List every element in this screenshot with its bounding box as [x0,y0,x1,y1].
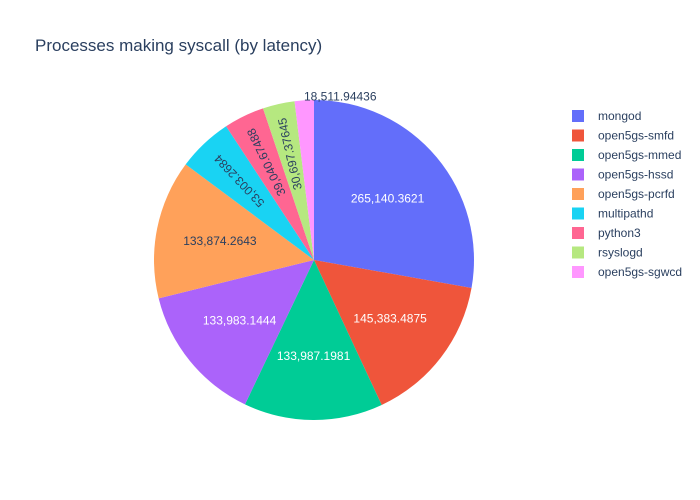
legend-label-open5gs-mmed[interactable]: open5gs-mmed [598,148,681,162]
slice-label-mongod: 265,140.3621 [351,191,425,205]
pie-slices [153,100,474,420]
legend-label-open5gs-sgwcd[interactable]: open5gs-sgwcd [598,265,682,279]
pie-slice-python3[interactable] [226,108,314,260]
slice-label-open5gs-pcrfd: 133,874.2643 [183,234,257,248]
legend-label-mongod[interactable]: mongod [598,109,641,123]
legend-swatch-open5gs-pcrfd[interactable] [572,188,584,200]
legend-swatch-open5gs-mmed[interactable] [572,149,584,161]
legend-swatch-open5gs-smfd[interactable] [572,129,584,142]
chart-title: Processes making syscall (by latency) [35,36,322,55]
legend-label-python3[interactable]: python3 [598,226,641,240]
legend-label-multipathd[interactable]: multipathd [598,207,653,221]
legend-swatch-multipathd[interactable] [572,207,584,220]
legend-label-open5gs-pcrfd[interactable]: open5gs-pcrfd [598,187,675,201]
slice-label-open5gs-sgwcd: 18,511.94436 [304,89,377,103]
pie-slice-mongod[interactable] [314,100,474,289]
legend-label-open5gs-hssd[interactable]: open5gs-hssd [598,168,673,182]
legend-swatch-open5gs-sgwcd[interactable] [572,266,584,278]
legend-label-rsyslogd[interactable]: rsyslogd [598,246,643,260]
legend: mongod open5gs-smfd open5gs-mmed open5gs-hs… [572,109,682,279]
legend-swatch-python3[interactable] [572,227,584,239]
slice-label-open5gs-hssd: 133,983.1444 [203,314,277,328]
legend-swatch-open5gs-hssd[interactable] [572,168,584,181]
legend-label-open5gs-smfd[interactable]: open5gs-smfd [598,129,674,143]
pie-slice-open5gs-mmed[interactable] [244,260,382,420]
pie-slice-open5gs-smfd[interactable] [314,260,472,405]
slice-label-open5gs-mmed: 133,987.1981 [277,349,351,363]
pie-slice-open5gs-pcrfd[interactable] [153,164,314,299]
slice-label-open5gs-smfd: 145,383.4875 [353,311,427,325]
pie-slice-rsyslogd[interactable] [263,101,314,260]
legend-swatch-mongod[interactable] [572,110,584,122]
pie-slice-multipathd[interactable] [185,126,314,260]
pie-slice-open5gs-hssd[interactable] [158,260,314,405]
legend-swatch-rsyslogd[interactable] [572,246,584,259]
pie-slice-open5gs-sgwcd[interactable] [294,100,314,260]
